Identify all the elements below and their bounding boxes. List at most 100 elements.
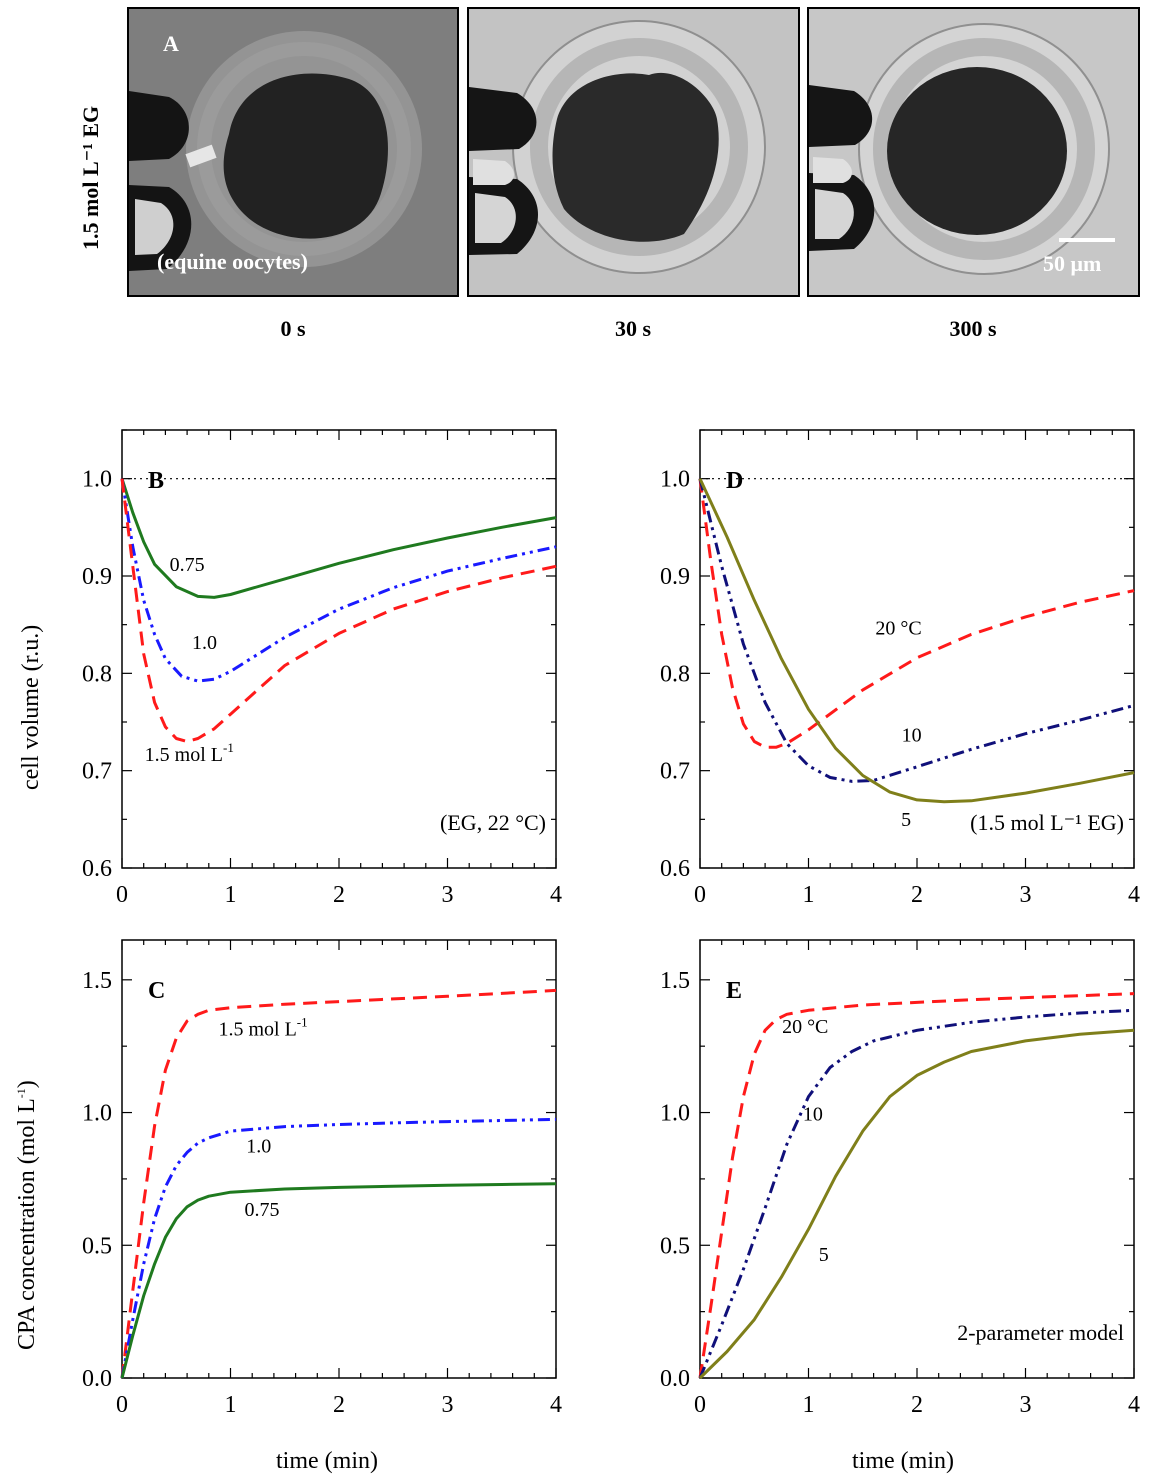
scale-bar [1059, 238, 1115, 242]
oocyte-image-300s [809, 9, 1138, 295]
series-line-e-2 [698, 1028, 1135, 1380]
oocyte-image-0s [129, 9, 457, 295]
plot-frame-b [121, 429, 557, 869]
series-line-b-2 [120, 478, 557, 743]
x-tick-label: 4 [550, 1392, 562, 1418]
x-axis-label-left: time (min) [276, 1448, 378, 1474]
y-tick-label: 0.8 [660, 661, 690, 687]
oocyte-photo-0s: A (equine oocytes) [127, 7, 459, 297]
y-tick-label: 0.5 [660, 1233, 690, 1259]
x-tick-label: 2 [911, 1392, 923, 1418]
x-tick-label: 3 [442, 1392, 454, 1418]
curve-label: 1.5 mol L-1 [145, 740, 234, 766]
y-tick-label: 0.7 [660, 759, 690, 785]
y-tick-label: 1.5 [660, 968, 690, 994]
curve-label: 20 °C [875, 617, 921, 639]
plot-frame-e [699, 939, 1135, 1379]
annotation-e: 2-parameter model [957, 1320, 1124, 1345]
series-line-d-1 [698, 478, 1135, 783]
chart-c: 0 1 2 3 4 0.0 0.5 1.0 1.5 C 1.5 mol L-1 1.0 0.75 [82, 939, 562, 1418]
series-line-e-0 [698, 992, 1135, 1379]
x-tick-label: 0 [694, 882, 706, 908]
series-line-d-0 [698, 478, 1135, 749]
curve-label: 1.5 mol L-1 [218, 1015, 307, 1041]
curve-label-sup: -1 [297, 1015, 308, 1030]
x-tick-label: 2 [911, 882, 923, 908]
y-tick-label: 0.7 [82, 759, 112, 785]
curve-label: 0.75 [170, 554, 205, 576]
oocyte-image-30s [469, 9, 798, 295]
y-tick-label: 0.6 [660, 856, 690, 882]
x-tick-label: 0 [116, 882, 128, 908]
panel-letter-d: D [726, 468, 743, 494]
y-tick-label: 0.9 [82, 564, 112, 590]
frame-time-30s: 30 s [614, 316, 652, 341]
x-tick-label: 2 [333, 1392, 345, 1418]
y-tick-label: 0.0 [82, 1366, 112, 1392]
curve-label: 20 °C [782, 1016, 828, 1038]
y-tick-label: 0.5 [82, 1233, 112, 1259]
curve-label: 10 [902, 724, 922, 746]
x-tick-label: 4 [550, 882, 562, 908]
series-line-c-0 [120, 988, 557, 1379]
x-tick-label: 1 [225, 882, 237, 908]
scale-bar-label: 50 μm [1043, 251, 1102, 276]
series-line-c-1 [120, 1117, 557, 1379]
x-tick-label: 4 [1128, 1392, 1140, 1418]
series-line-d-2 [698, 478, 1135, 804]
x-tick-label: 3 [442, 882, 454, 908]
y-tick-label: 0.9 [660, 564, 690, 590]
x-tick-label: 3 [1020, 1392, 1032, 1418]
chart-d: 0 1 2 3 4 0.6 0.7 0.8 0.9 1.0 D 20 °C 10 5 (1.5 mol L⁻… [660, 429, 1140, 908]
panel-letter-b: B [148, 468, 164, 494]
curve-label: 5 [819, 1244, 829, 1266]
curve-label: 10 [803, 1104, 823, 1126]
y-tick-label: 0.6 [82, 856, 112, 882]
y-axis-label-bottom-end: ) [14, 1080, 40, 1089]
y-axis-label-bottom-text: CPA concentration (mol L [14, 1098, 40, 1350]
x-tick-label: 0 [694, 1392, 706, 1418]
panel-letter-a: A [163, 31, 179, 56]
x-tick-label: 1 [803, 882, 815, 908]
oocyte-photo-300s: 50 μm [807, 7, 1140, 297]
y-axis-label-bottom-sup: -1 [14, 1088, 28, 1099]
chart-e: 0 1 2 3 4 0.0 0.5 1.0 1.5 E 20 °C 10 5 2-parameter mo… [660, 939, 1140, 1418]
curve-label-sup: -1 [223, 740, 234, 755]
y-tick-label: 1.5 [82, 968, 112, 994]
plot-frame-c [121, 939, 557, 1379]
y-tick-label: 0.0 [660, 1366, 690, 1392]
x-tick-label: 1 [225, 1392, 237, 1418]
series-line-b-1 [120, 478, 557, 683]
x-tick-label: 2 [333, 882, 345, 908]
oocyte-annotation: (equine oocytes) [157, 249, 308, 274]
annotation-b: (EG, 22 °C) [440, 810, 546, 835]
y-tick-label: 1.0 [660, 1101, 690, 1127]
panel-letter-e: E [726, 978, 742, 1004]
series-line-c-2 [120, 1182, 557, 1379]
series-line-b-0 [120, 478, 557, 599]
oocyte-photo-30s [467, 7, 800, 297]
annotation-d: (1.5 mol L⁻¹ EG) [970, 810, 1124, 835]
plot-frame-d [699, 429, 1135, 869]
frame-time-0s: 0 s [280, 316, 306, 341]
y-axis-label-bottom: CPA concentration (mol L-1) [14, 1080, 41, 1350]
curve-label: 5 [901, 809, 911, 831]
y-tick-label: 0.8 [82, 661, 112, 687]
frame-time-300s: 300 s [949, 316, 997, 341]
chart-b: 0 1 2 3 4 0.6 0.7 0.8 0.9 1.0 B 0.75 1.0 1.5 mol L-1 (… [82, 429, 562, 908]
series-line-e-1 [698, 1008, 1135, 1379]
curve-label: 0.75 [244, 1199, 279, 1221]
x-tick-label: 0 [116, 1392, 128, 1418]
curve-label: 1.0 [192, 632, 217, 654]
y-tick-label: 1.0 [82, 467, 112, 493]
y-tick-label: 1.0 [660, 467, 690, 493]
x-tick-label: 4 [1128, 882, 1140, 908]
panel-letter-c: C [148, 978, 165, 1004]
x-tick-label: 1 [803, 1392, 815, 1418]
curve-label: 1.0 [246, 1135, 271, 1157]
x-axis-label-right: time (min) [852, 1448, 954, 1474]
y-tick-label: 1.0 [82, 1101, 112, 1127]
x-tick-label: 3 [1020, 882, 1032, 908]
y-axis-label-top: cell volume (r.u.) [18, 624, 44, 790]
